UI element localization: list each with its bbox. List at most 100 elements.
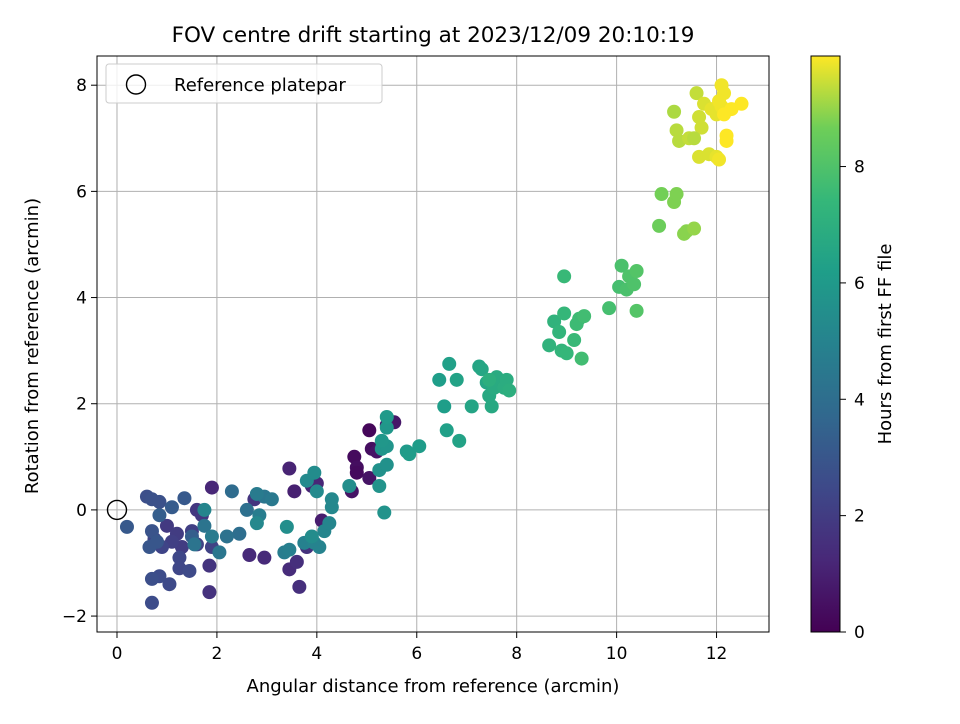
colorbar-tick-label: 8 bbox=[854, 158, 865, 178]
data-point bbox=[719, 133, 734, 148]
colorbar-gradient bbox=[810, 55, 841, 633]
data-point bbox=[197, 518, 212, 533]
colorbar-tick-label: 6 bbox=[854, 274, 865, 294]
x-tick-label: 10 bbox=[606, 644, 628, 664]
data-point bbox=[577, 309, 592, 324]
legend-label: Reference platepar bbox=[174, 75, 346, 96]
data-point bbox=[452, 433, 467, 448]
data-point bbox=[152, 508, 167, 523]
data-point bbox=[602, 301, 617, 316]
y-tick-label: 0 bbox=[76, 501, 87, 521]
data-point bbox=[379, 409, 394, 424]
data-point bbox=[249, 516, 264, 531]
data-point bbox=[182, 563, 197, 578]
colorbar-tick-label: 0 bbox=[854, 623, 865, 643]
legend: Reference platepar bbox=[105, 63, 383, 104]
data-point bbox=[669, 187, 684, 202]
data-point bbox=[282, 461, 297, 476]
data-point bbox=[629, 303, 644, 318]
data-point bbox=[239, 502, 254, 517]
x-tick-label: 8 bbox=[511, 644, 522, 664]
data-point bbox=[372, 479, 387, 494]
reference-platepar-marker bbox=[106, 499, 128, 521]
y-tick-label: 6 bbox=[76, 182, 87, 202]
data-point bbox=[287, 484, 302, 499]
data-point bbox=[442, 356, 457, 371]
y-tick-label: 4 bbox=[76, 289, 87, 309]
data-point bbox=[324, 492, 339, 507]
data-point bbox=[712, 152, 727, 167]
data-point bbox=[689, 86, 704, 101]
data-point bbox=[292, 579, 307, 594]
data-point bbox=[204, 480, 219, 495]
y-tick-label: 2 bbox=[76, 395, 87, 415]
data-point bbox=[687, 221, 702, 236]
data-point bbox=[627, 277, 642, 292]
data-point bbox=[119, 519, 134, 534]
data-point bbox=[629, 264, 644, 279]
data-point bbox=[362, 423, 377, 438]
grid bbox=[97, 56, 769, 632]
data-point bbox=[614, 258, 629, 273]
data-point bbox=[437, 399, 452, 414]
y-axis-label: Rotation from reference (arcmin) bbox=[22, 198, 43, 494]
data-point bbox=[172, 550, 187, 565]
data-point bbox=[717, 107, 732, 122]
data-point bbox=[692, 110, 707, 125]
x-tick-label: 4 bbox=[311, 644, 322, 664]
colorbar: 0 2 4 6 8 bbox=[810, 55, 865, 643]
data-point bbox=[547, 314, 562, 329]
data-point bbox=[264, 492, 279, 507]
plot-frame bbox=[96, 55, 770, 633]
data-point bbox=[202, 558, 217, 573]
data-points bbox=[106, 78, 749, 610]
data-point bbox=[379, 457, 394, 472]
data-point bbox=[552, 325, 567, 340]
data-point bbox=[257, 550, 272, 565]
data-point bbox=[307, 465, 322, 480]
legend-marker bbox=[125, 74, 147, 95]
data-point bbox=[159, 518, 174, 533]
colorbar-tick-label: 2 bbox=[854, 507, 865, 527]
data-point bbox=[187, 537, 202, 552]
data-point bbox=[162, 577, 177, 592]
data-point bbox=[574, 351, 589, 366]
data-point bbox=[694, 120, 709, 135]
data-point bbox=[342, 479, 357, 494]
data-point bbox=[432, 372, 447, 387]
data-point bbox=[144, 524, 159, 539]
y-tick-label: −2 bbox=[62, 607, 87, 627]
data-point bbox=[412, 439, 427, 454]
data-point bbox=[439, 423, 454, 438]
data-point bbox=[402, 447, 417, 462]
chart-title: FOV centre drift starting at 2023/12/09 … bbox=[172, 23, 695, 48]
data-point bbox=[164, 500, 179, 515]
x-axis-label: Angular distance from reference (arcmin) bbox=[247, 676, 620, 697]
data-point bbox=[349, 465, 364, 480]
axes: 0 2 4 6 8 10 12 −2 0 2 4 6 8 bbox=[62, 55, 770, 664]
data-point bbox=[362, 471, 377, 486]
data-point bbox=[559, 346, 574, 361]
data-point bbox=[197, 502, 212, 517]
data-point bbox=[242, 548, 257, 563]
data-point bbox=[652, 218, 667, 233]
data-point bbox=[204, 529, 219, 544]
data-point bbox=[482, 372, 497, 387]
data-point bbox=[667, 104, 682, 119]
colorbar-label: Hours from first FF file bbox=[875, 244, 896, 445]
data-point bbox=[669, 123, 684, 138]
x-tick-label: 6 bbox=[411, 644, 422, 664]
data-point bbox=[734, 96, 749, 111]
data-point bbox=[687, 131, 702, 146]
data-point bbox=[654, 187, 669, 202]
x-tick-label: 2 bbox=[211, 644, 222, 664]
data-point bbox=[282, 542, 297, 557]
data-point bbox=[279, 519, 294, 534]
data-point bbox=[374, 433, 389, 448]
data-point bbox=[449, 372, 464, 387]
data-point bbox=[542, 338, 557, 353]
data-point bbox=[347, 449, 362, 464]
x-tick-label: 12 bbox=[706, 644, 728, 664]
